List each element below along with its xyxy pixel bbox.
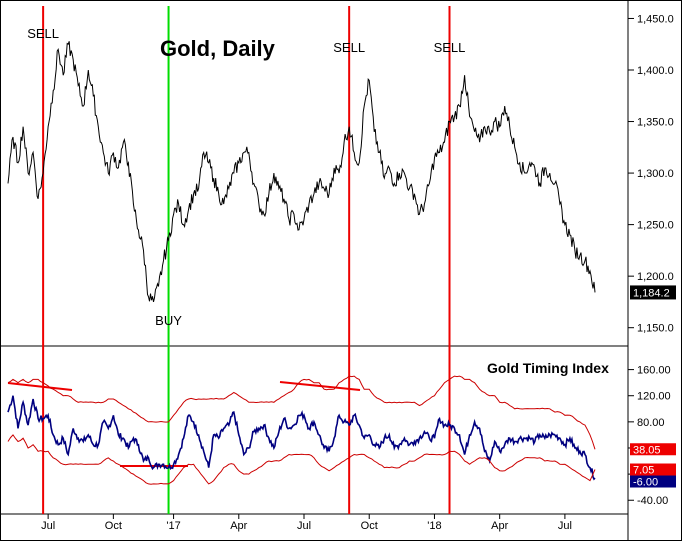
price-y-tick-label: 1,150.0 [637, 323, 674, 335]
price-y-tick-label: 1,350.0 [637, 117, 674, 129]
timing-trend-line [279, 381, 361, 391]
upper-band-value: 38.05 [633, 444, 661, 456]
price-y-tick-label: 1,250.0 [637, 220, 674, 232]
last-price-box [630, 285, 676, 300]
timing-index-line [7, 395, 596, 481]
x-tick-label: Jul [558, 520, 572, 532]
sell-label: SELL [27, 26, 59, 41]
price-y-tick-label: 1,450.0 [637, 13, 674, 25]
gold-price-line [7, 41, 596, 303]
timing-index-value: -6.00 [633, 477, 658, 489]
x-tick-label: '17 [166, 520, 180, 532]
lower-band-value: 7.05 [633, 465, 654, 477]
lower-band-value-box [630, 463, 676, 476]
x-tick-label: Jul [297, 520, 311, 532]
price-y-tick-label: 1,200.0 [637, 271, 674, 283]
price-y-axis: 1,450.0 1,400.0 1,350.0 1,300.0 1,250.0 1,200… [628, 13, 674, 335]
sell-label: SELL [434, 40, 466, 55]
buy-label: BUY [155, 313, 182, 328]
timing-index-title: Gold Timing Index [487, 360, 609, 376]
timing-band-line [7, 434, 596, 485]
last-price-label: 1,184.2 [633, 287, 670, 299]
x-tick-label: Apr [230, 520, 247, 532]
timing-band-line [7, 375, 596, 450]
timing-trend-line [7, 382, 73, 391]
x-tick-label: Apr [491, 520, 508, 532]
sell-label: SELL [333, 40, 365, 55]
timing-index-value-box [630, 475, 676, 488]
price-y-tick-label: 1,400.0 [637, 65, 674, 77]
x-tick-label: Oct [105, 520, 122, 532]
timing-series [7, 375, 596, 485]
price-y-tick-label: 1,300.0 [637, 168, 674, 180]
signal-lines: SELL BUY SELL SELL [27, 6, 465, 514]
timing-y-tick-label: 160.00 [637, 365, 671, 377]
chart-title: Gold, Daily [160, 36, 276, 61]
timing-y-tick-label: -40.00 [637, 495, 668, 507]
timing-y-tick-label: 80.00 [637, 417, 665, 429]
timing-y-tick-label: 120.00 [637, 391, 671, 403]
x-tick-label: Oct [361, 520, 378, 532]
x-tick-label: '18 [427, 520, 441, 532]
x-axis-ticks: Jul Oct '17 Apr Jul Oct '18 Apr Jul [41, 514, 572, 532]
price-series [7, 41, 596, 303]
value-labels: 1,184.2 38.05 7.05-6.00 [630, 285, 676, 489]
x-tick-label: Jul [41, 520, 55, 532]
upper-band-value-box [630, 443, 676, 456]
